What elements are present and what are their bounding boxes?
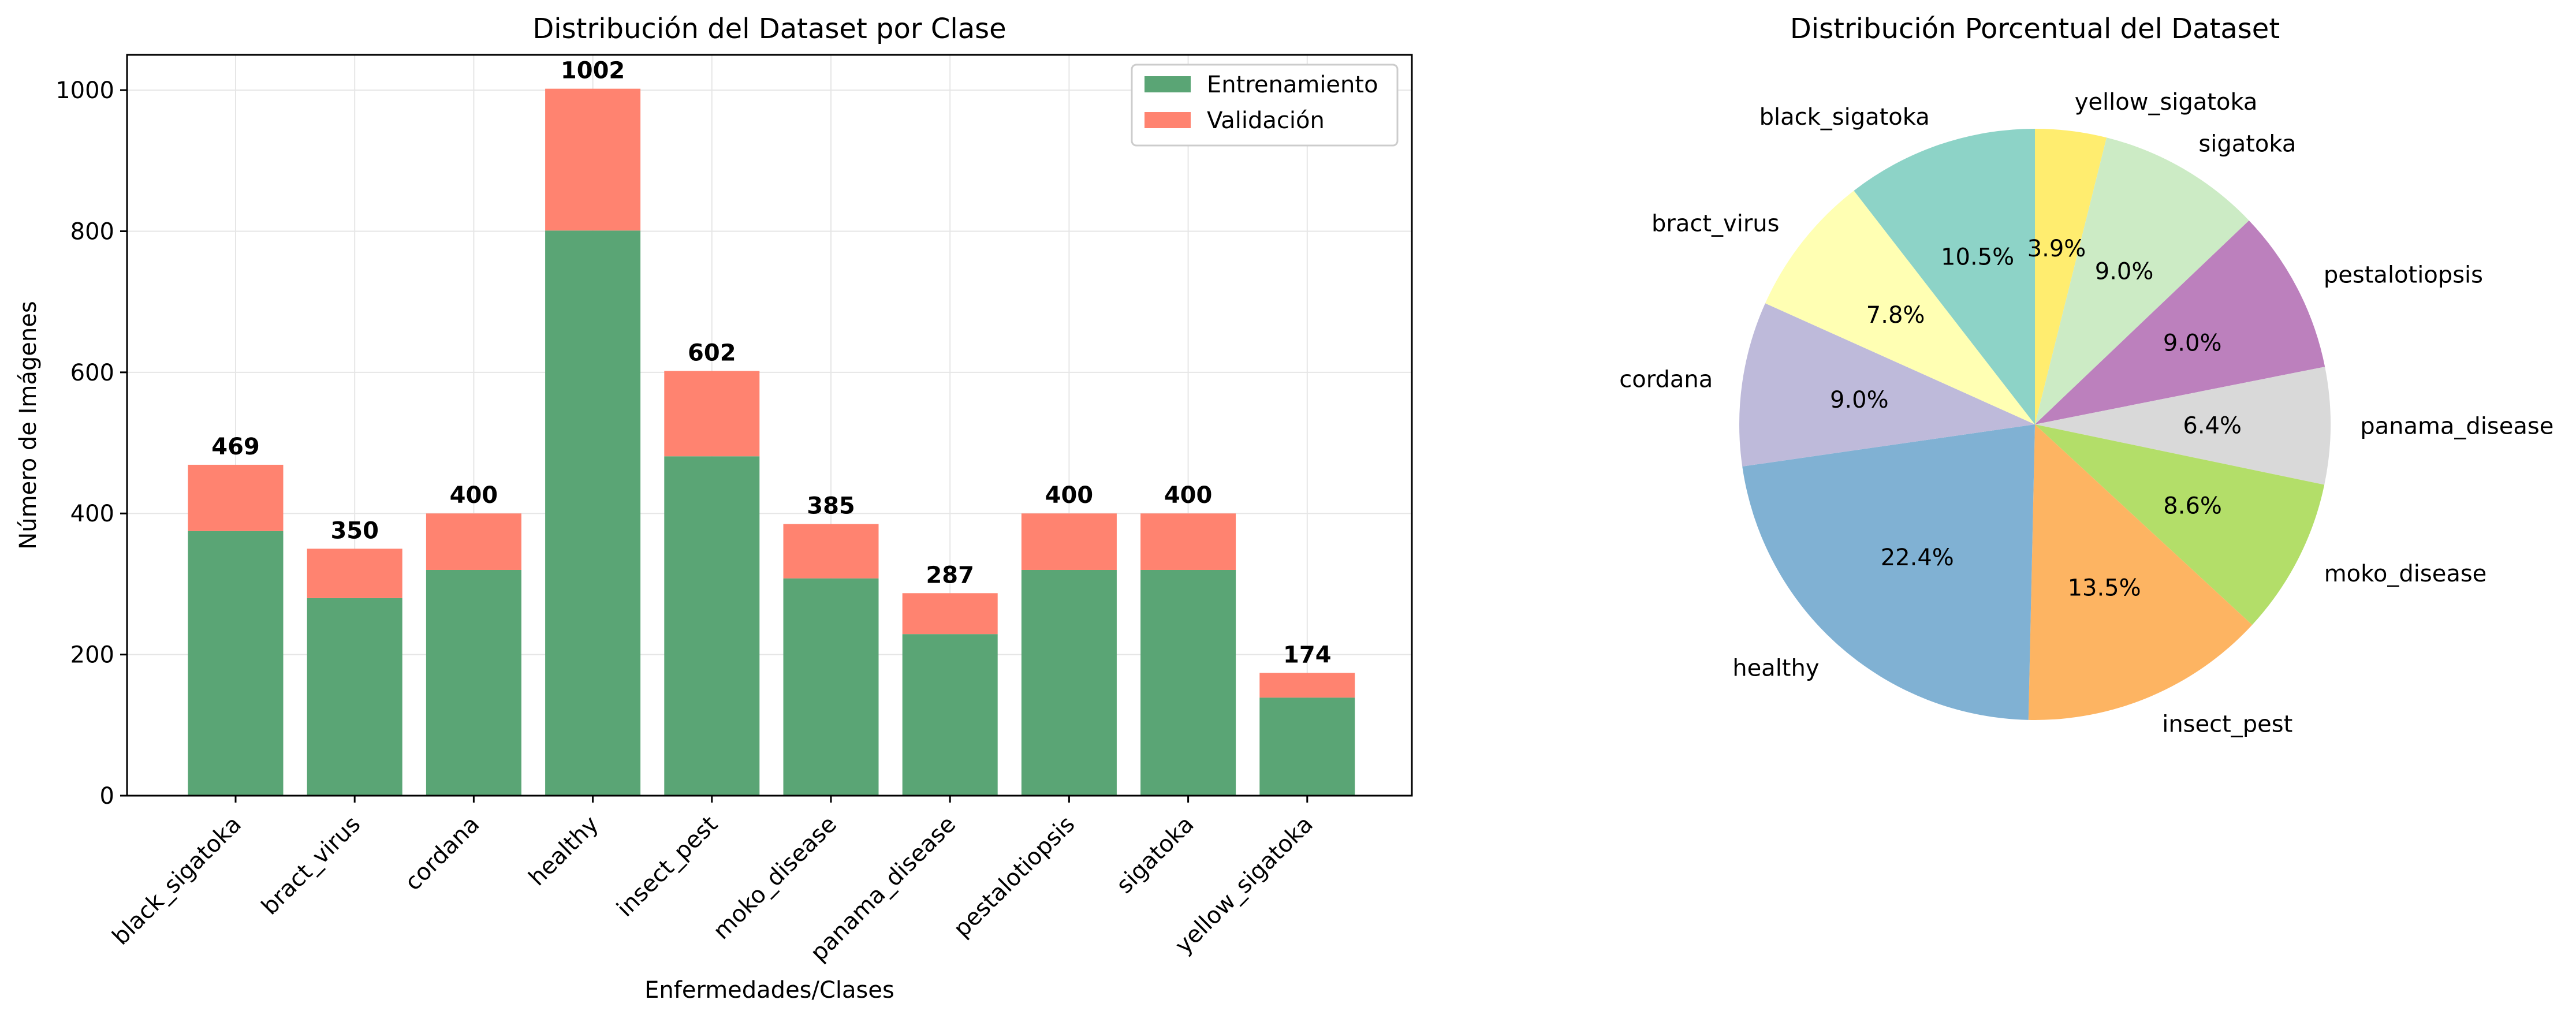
pie-percent-label: 8.6%	[2163, 493, 2222, 520]
bar-entrenamiento	[664, 456, 760, 796]
bar-validacion	[783, 524, 879, 579]
pie-percent-label: 3.9%	[2027, 236, 2086, 262]
x-tick-label: black_sigatoka	[107, 811, 247, 950]
x-axis-label: Enfermedades/Clases	[644, 977, 894, 1004]
bar-entrenamiento	[545, 230, 641, 796]
pie-slices	[1739, 129, 2331, 720]
bar-validacion	[545, 88, 641, 231]
bar-total-label: 1002	[561, 58, 625, 84]
x-tick-label: healthy	[524, 811, 604, 892]
legend-swatch	[1145, 112, 1191, 128]
bar-chart-title: Distribución del Dataset por Clase	[532, 13, 1006, 45]
bar-total-label: 602	[688, 340, 736, 366]
pie-category-label: pestalotiopsis	[2324, 262, 2483, 289]
legend-frame	[1131, 64, 1399, 147]
bar-total-label: 350	[330, 517, 379, 544]
bar-entrenamiento	[426, 569, 521, 796]
pie-category-label: sigatoka	[2198, 130, 2296, 157]
pie-category-labels: yellow_sigatoka sigatoka pestalotiopsis pan…	[1619, 89, 2553, 737]
bar-validacion	[1021, 513, 1117, 570]
pie-category-label: panama_disease	[2360, 413, 2553, 440]
bar-entrenamiento	[188, 531, 284, 796]
pie-percent-label: 6.4%	[2183, 412, 2242, 439]
pie-chart: 3.9% 9.0% 9.0% 6.4% 8.6% 13.5% 22.4% 9.0% 7.8% 10…	[1619, 13, 2553, 737]
bar-validacion	[426, 513, 521, 570]
pie-category-label: yellow_sigatoka	[2075, 89, 2258, 115]
bar-entrenamiento	[1259, 698, 1355, 796]
x-tick-label: cordana	[400, 811, 484, 896]
y-tick-label: 400	[70, 501, 114, 527]
y-tick-label: 0	[100, 783, 114, 810]
bar-total-label: 400	[1164, 482, 1213, 509]
pie-percent-label: 7.8%	[1866, 302, 1925, 329]
bar-validacion	[1259, 673, 1355, 698]
x-tick-label: insect_pest	[612, 811, 722, 922]
bar-validacion	[307, 549, 402, 598]
bar-entrenamiento	[902, 634, 998, 796]
pie-percent-label: 9.0%	[1830, 387, 1889, 413]
y-axis: 0 200 400 600 800 1000	[55, 77, 127, 810]
pie-slice	[2035, 137, 2249, 425]
pie-slice	[2035, 220, 2325, 424]
legend-label: Entrenamiento	[1207, 72, 1378, 98]
pie-category-label: moko_disease	[2324, 561, 2487, 587]
y-tick-label: 800	[70, 218, 114, 245]
bar-entrenamiento	[1140, 569, 1236, 796]
bar-validacion	[188, 464, 284, 531]
pie-slice	[2028, 424, 2253, 720]
bar-total-label: 385	[807, 493, 855, 520]
pie-percent-label: 10.5%	[1941, 244, 2014, 270]
pie-category-label: bract_virus	[1652, 211, 1779, 237]
pie-slice	[1854, 129, 2035, 424]
x-tick-label: bract_virus	[256, 811, 366, 920]
bar-entrenamiento	[1021, 569, 1117, 796]
pie-slice	[1739, 303, 2035, 467]
plot-frame	[126, 54, 1413, 797]
pie-slice	[2035, 367, 2331, 485]
pie-percent-labels: 3.9% 9.0% 9.0% 6.4% 8.6% 13.5% 22.4% 9.0% 7.8% 10…	[1830, 236, 2242, 602]
pie-category-label: insect_pest	[2162, 711, 2292, 737]
bar-chart: 469 350 400 1002 602 385 287 400 400 174 0 200 400 6…	[15, 13, 1413, 1004]
pie-percent-label: 22.4%	[1881, 544, 1954, 571]
bar-total-label: 400	[1045, 482, 1094, 509]
legend: Entrenamiento Validación	[1131, 64, 1399, 147]
pie-slice	[2035, 424, 2325, 625]
bar-total-label: 469	[211, 434, 260, 460]
pie-percent-label: 13.5%	[2068, 575, 2141, 602]
bar-validacion	[1140, 513, 1236, 570]
pie-slice	[1742, 424, 2035, 720]
bar-total-label: 287	[926, 562, 974, 588]
bar-validacion	[902, 593, 998, 635]
pie-category-label: healthy	[1732, 655, 1819, 682]
pie-chart-title: Distribución Porcentual del Dataset	[1790, 13, 2280, 45]
bar-total-labels: 469 350 400 1002 602 385 287 400 400 174	[211, 58, 1331, 669]
pie-category-label: black_sigatoka	[1759, 104, 1930, 130]
bar-marks	[188, 88, 1355, 796]
legend-label: Validación	[1207, 107, 1325, 134]
x-tick-label: sigatoka	[1112, 811, 1199, 899]
y-tick-label: 200	[70, 642, 114, 669]
legend-swatch	[1145, 76, 1191, 92]
pie-slice	[2035, 129, 2107, 424]
y-tick-label: 1000	[55, 77, 114, 104]
pie-category-label: cordana	[1619, 367, 1713, 393]
pie-slice	[1765, 191, 2035, 424]
pie-percent-label: 9.0%	[2163, 330, 2222, 357]
x-tick-label: moko_disease	[708, 811, 842, 945]
bar-entrenamiento	[307, 598, 402, 796]
bar-total-label: 174	[1283, 641, 1332, 668]
y-tick-label: 600	[70, 360, 114, 386]
y-axis-label: Número de Imágenes	[15, 301, 42, 549]
x-axis: black_sigatoka bract_virus cordana healthy i…	[107, 796, 1318, 967]
bar-total-label: 400	[450, 482, 498, 509]
bar-entrenamiento	[783, 578, 879, 796]
bar-validacion	[664, 371, 760, 457]
pie-percent-label: 9.0%	[2095, 259, 2154, 285]
x-tick-label: pestalotiopsis	[949, 811, 1080, 943]
